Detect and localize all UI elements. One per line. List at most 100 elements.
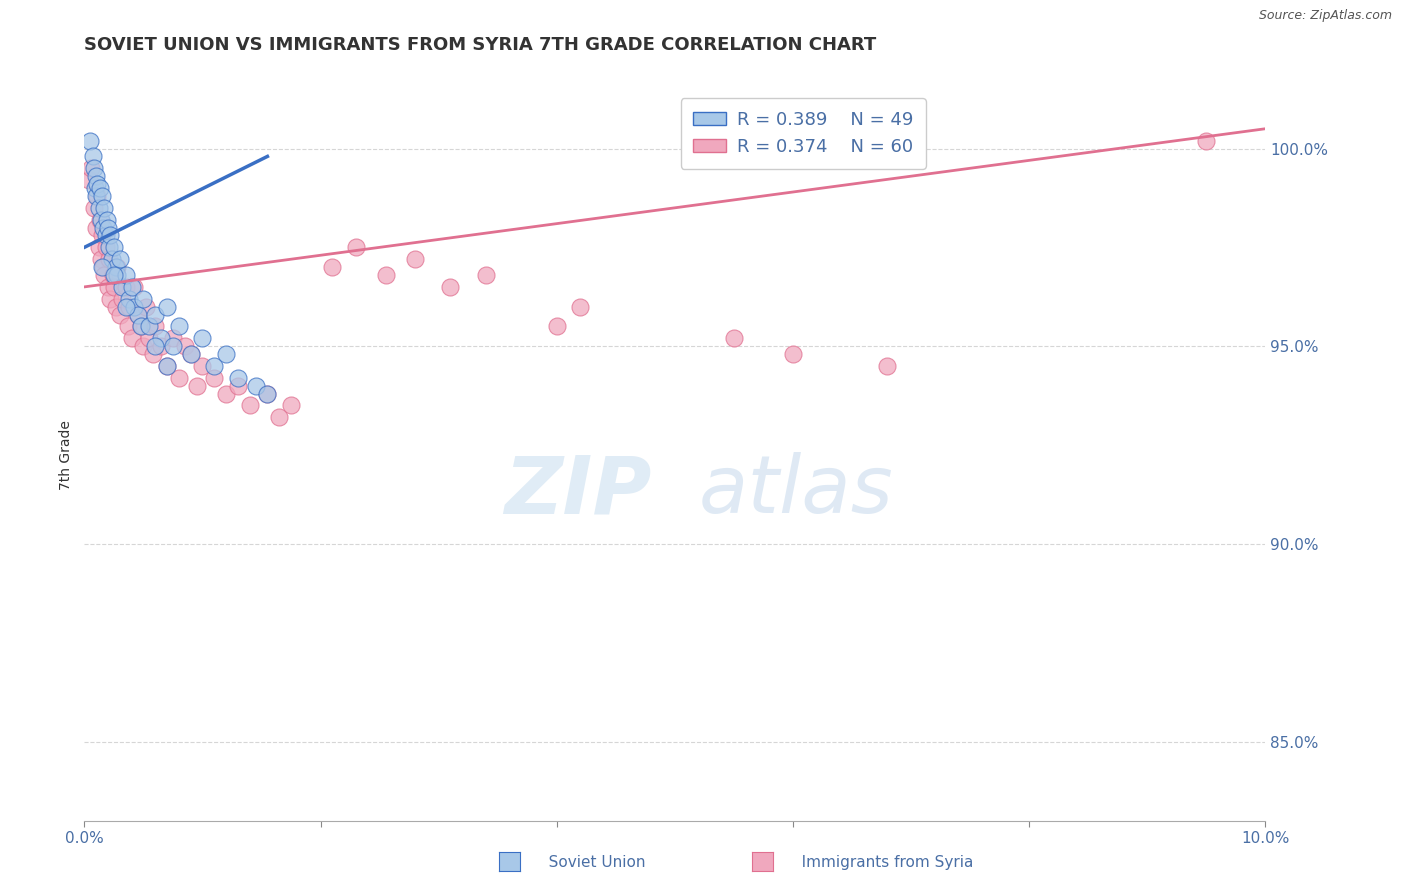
Point [83, 201, 105, 215]
Point [93, 268, 115, 282]
Text: atlas: atlas [699, 452, 893, 531]
Point [114, 280, 136, 294]
Point [475, 268, 498, 282]
Text: Immigrants from Syria: Immigrants from Syria [787, 855, 974, 870]
Point [103, 268, 125, 282]
Point [91, 260, 114, 274]
Point [723, 331, 745, 345]
Point [280, 399, 302, 413]
Point [127, 308, 149, 322]
Point [162, 339, 184, 353]
Point [101, 268, 124, 282]
Point [143, 308, 166, 322]
Point [439, 280, 461, 294]
Point [93, 201, 115, 215]
Point [256, 386, 278, 401]
Point [239, 399, 262, 413]
Point [150, 339, 173, 353]
Point [132, 292, 155, 306]
Text: Soviet Union: Soviet Union [534, 855, 645, 870]
Point [86, 177, 108, 191]
Point [546, 319, 568, 334]
Point [569, 300, 592, 314]
Point [173, 339, 195, 353]
Point [86, 189, 108, 203]
Point [121, 280, 143, 294]
Point [90, 212, 112, 227]
Point [321, 260, 343, 274]
Point [103, 240, 125, 254]
Point [143, 339, 166, 353]
Point [269, 410, 291, 425]
Point [107, 268, 129, 282]
Point [96, 212, 118, 227]
Point [118, 292, 141, 306]
Point [135, 300, 157, 314]
Point [122, 300, 145, 314]
Point [98, 292, 121, 306]
Point [344, 240, 367, 254]
Point [156, 300, 179, 314]
Legend: R = 0.389    N = 49, R = 0.374    N = 60: R = 0.389 N = 49, R = 0.374 N = 60 [681, 98, 925, 169]
Point [180, 347, 202, 361]
Point [132, 339, 155, 353]
Point [191, 359, 214, 373]
Point [107, 260, 129, 274]
Point [84, 189, 107, 203]
Point [156, 359, 179, 373]
Point [98, 252, 121, 267]
Point [127, 308, 149, 322]
Point [117, 319, 139, 334]
Point [156, 359, 179, 373]
Point [121, 331, 143, 345]
Point [108, 252, 131, 267]
Point [77, 173, 100, 187]
Point [215, 386, 238, 401]
Point [91, 260, 114, 274]
Point [150, 331, 173, 345]
Point [111, 280, 134, 294]
Y-axis label: 7th Grade: 7th Grade [59, 420, 73, 490]
Point [142, 347, 165, 361]
Point [108, 308, 131, 322]
Point [138, 331, 160, 345]
Point [97, 280, 120, 294]
Point [91, 189, 114, 203]
Point [79, 134, 101, 148]
Point [122, 280, 145, 294]
Point [98, 240, 121, 254]
Point [374, 268, 396, 282]
Point [202, 359, 225, 373]
Point [87, 201, 110, 215]
Point [202, 371, 225, 385]
Point [100, 252, 122, 267]
Point [404, 252, 426, 267]
Point [245, 378, 267, 392]
Point [97, 220, 120, 235]
Point [186, 378, 208, 392]
Point [111, 292, 134, 306]
Point [180, 347, 202, 361]
Point [82, 149, 104, 163]
Text: ZIP: ZIP [503, 452, 651, 531]
Point [138, 319, 160, 334]
Point [94, 240, 117, 254]
Text: Source: ZipAtlas.com: Source: ZipAtlas.com [1258, 9, 1392, 22]
Point [191, 331, 214, 345]
Point [103, 280, 125, 294]
Point [105, 260, 128, 274]
Point [782, 347, 804, 361]
Point [84, 220, 107, 235]
Point [215, 347, 238, 361]
Point [226, 371, 249, 385]
Point [167, 371, 190, 385]
Point [114, 300, 136, 314]
Point [91, 220, 114, 235]
Point [167, 319, 190, 334]
Point [98, 228, 121, 243]
Point [83, 161, 105, 176]
Point [256, 386, 278, 401]
Text: SOVIET UNION VS IMMIGRANTS FROM SYRIA 7TH GRADE CORRELATION CHART: SOVIET UNION VS IMMIGRANTS FROM SYRIA 7T… [84, 36, 876, 54]
Point [105, 300, 128, 314]
Point [876, 359, 898, 373]
